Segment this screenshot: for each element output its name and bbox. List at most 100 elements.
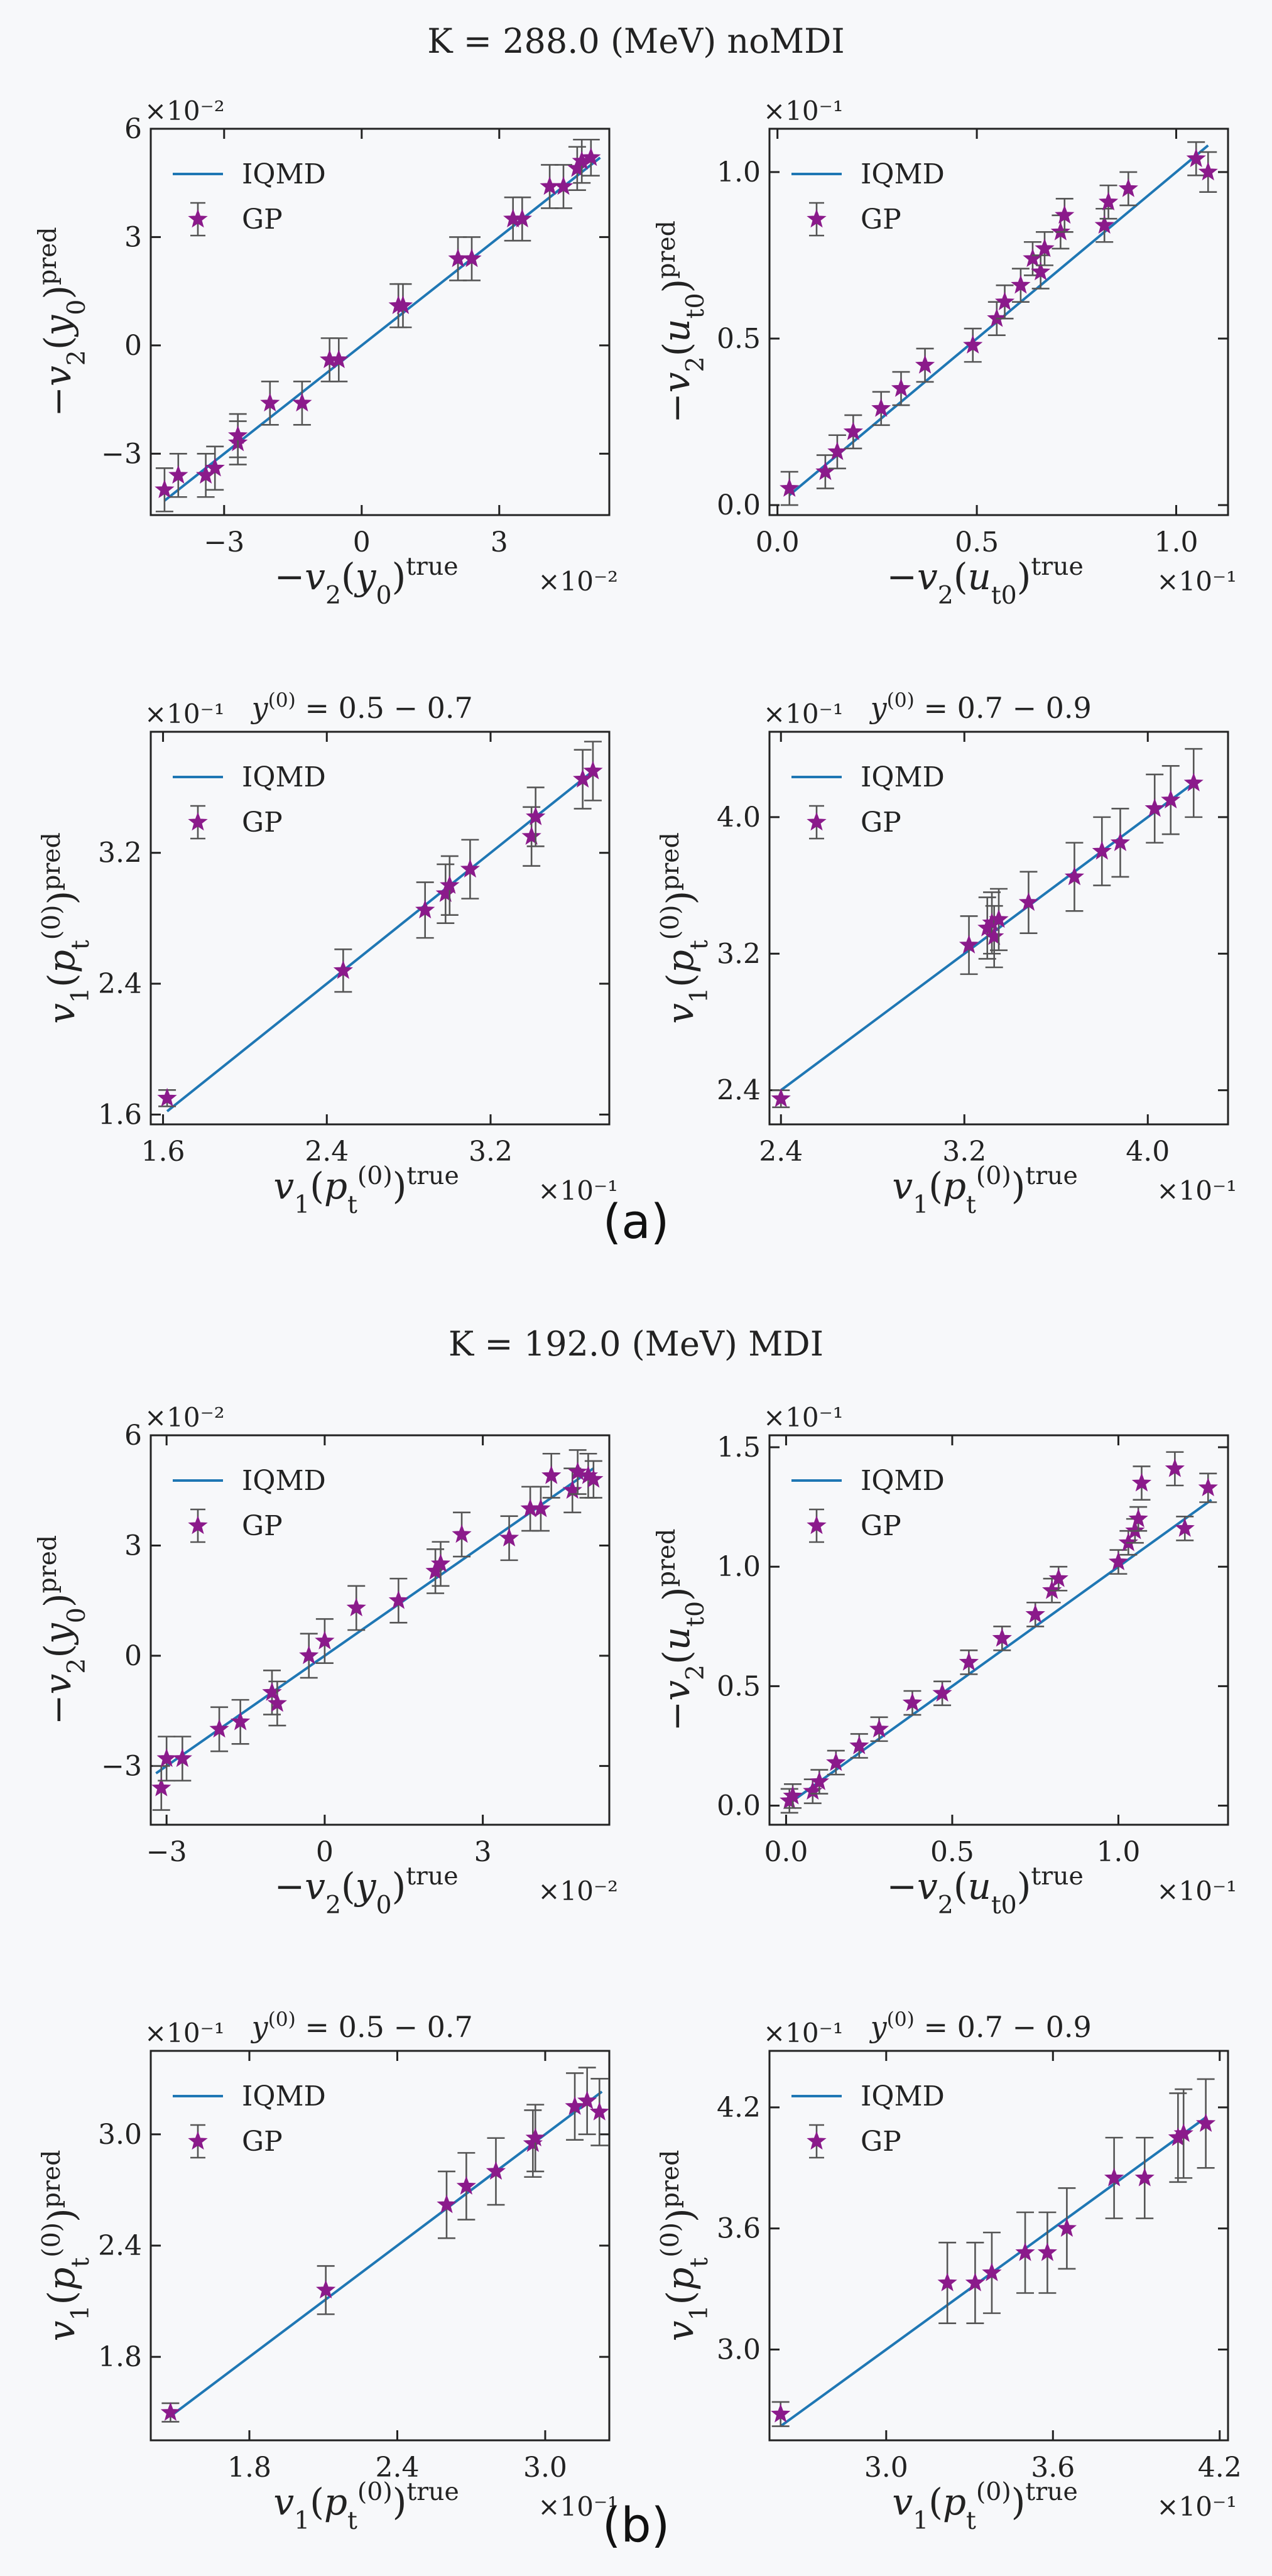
y-tick-label: 3.2 bbox=[717, 938, 761, 970]
gp-point bbox=[512, 209, 532, 227]
x-scale-label: ×10⁻¹ bbox=[538, 2491, 618, 2522]
x-axis-label: v1(pt(0))true bbox=[273, 2477, 459, 2535]
x-axis-label: v1(pt(0))true bbox=[273, 1161, 459, 1219]
y-tick-label: 3 bbox=[124, 1530, 142, 1562]
legend-gp-label: GP bbox=[861, 2126, 901, 2158]
gp-point bbox=[780, 478, 800, 497]
x-tick-label: −3 bbox=[146, 1836, 187, 1868]
gp-point bbox=[1131, 1472, 1152, 1492]
y-scale-label: ×10⁻¹ bbox=[763, 95, 844, 126]
gp-point bbox=[827, 441, 847, 460]
x-axis-label: −v2(y0)true bbox=[275, 552, 459, 610]
gp-point bbox=[553, 176, 573, 195]
plot-frame bbox=[768, 128, 1229, 516]
gp-point bbox=[333, 960, 353, 979]
gp-point bbox=[151, 1778, 171, 1796]
y-scale-label: ×10⁻¹ bbox=[763, 698, 844, 729]
x-tick-label: 4.2 bbox=[1198, 2452, 1242, 2484]
legend-iqmd-label: IQMD bbox=[242, 761, 326, 793]
x-tick-label: 3.0 bbox=[864, 2452, 908, 2484]
gp-point bbox=[1173, 2123, 1193, 2142]
x-tick-label: 0.5 bbox=[955, 526, 999, 558]
x-tick-label: 1.8 bbox=[227, 2452, 271, 2484]
plot-frame bbox=[149, 128, 611, 516]
gp-point bbox=[1037, 2242, 1058, 2261]
gp-point bbox=[843, 421, 863, 440]
gp-point bbox=[989, 909, 1009, 928]
y-tick-label: 3.0 bbox=[98, 2119, 142, 2151]
x-tick-label: 2.4 bbox=[759, 1136, 803, 1168]
gp-point bbox=[531, 1498, 551, 1518]
gp-point bbox=[849, 1736, 869, 1754]
gp-point bbox=[172, 1748, 192, 1768]
iqmd-line bbox=[155, 1467, 594, 1774]
gp-point bbox=[1094, 215, 1114, 234]
gp-point bbox=[521, 826, 541, 845]
legend-gp-label: GP bbox=[861, 807, 901, 839]
gp-point bbox=[783, 1785, 803, 1805]
gp-point bbox=[160, 2402, 181, 2421]
y-tick-label: 3.2 bbox=[98, 837, 142, 869]
gp-point bbox=[440, 875, 460, 894]
gp-point bbox=[1118, 178, 1138, 197]
gp-point bbox=[157, 1087, 177, 1107]
y-tick-label: 1.6 bbox=[98, 1099, 142, 1131]
y-axis-label: −v2(ut0)pred bbox=[652, 220, 710, 423]
chart-b4: 3.0 3.6 4.2 3.0 3.6 4.2 ×10⁻¹ ×10⁻¹ y(0) = 0.7 −… bbox=[656, 2008, 1242, 2535]
plot-frame bbox=[768, 1434, 1229, 1826]
gp-point bbox=[1175, 1518, 1195, 1537]
x-scale-label: ×10⁻¹ bbox=[1156, 1876, 1237, 1906]
gp-point bbox=[937, 2272, 957, 2291]
x-tick-label: 1.0 bbox=[1154, 526, 1198, 558]
x-tick-label: 4.0 bbox=[1126, 1136, 1170, 1168]
y-tick-label: 3.0 bbox=[717, 2334, 761, 2366]
x-axis-label: v1(pt(0))true bbox=[892, 2477, 1077, 2535]
y-scale-label: ×10⁻¹ bbox=[763, 1402, 844, 1433]
y-scale-label: ×10⁻¹ bbox=[763, 2018, 844, 2048]
legend-iqmd-label: IQMD bbox=[242, 158, 326, 190]
chart-a1: −3 0 3−3036×10⁻²×10⁻²−v2(y0)true−v2(y0)pre… bbox=[33, 95, 618, 610]
gp-point bbox=[346, 1597, 366, 1617]
gp-point bbox=[209, 1719, 229, 1738]
gp-point bbox=[959, 1651, 979, 1671]
y-tick-label: 1.0 bbox=[717, 156, 761, 188]
y-tick-label: 2.4 bbox=[98, 2230, 142, 2262]
x-scale-label: ×10⁻¹ bbox=[1156, 1175, 1237, 1206]
x-tick-label: 3 bbox=[491, 526, 508, 558]
y-scale-label: ×10⁻² bbox=[144, 95, 225, 126]
chart-b2: 0.0 0.5 1.00.00.51.01.5×10⁻¹×10⁻¹−v2(ut0)t… bbox=[652, 1402, 1237, 1920]
y-axis-label: −v2(y0)pred bbox=[33, 227, 91, 416]
gp-point bbox=[565, 2096, 585, 2115]
gp-point bbox=[456, 2176, 476, 2195]
gp-point bbox=[430, 1553, 451, 1573]
gp-point bbox=[1104, 2167, 1124, 2187]
gp-point bbox=[1128, 1508, 1148, 1528]
y-axis-label: −v2(y0)pred bbox=[33, 1535, 91, 1725]
gp-point bbox=[437, 2194, 457, 2214]
y-tick-label: 2.4 bbox=[717, 1075, 761, 1107]
gp-point bbox=[568, 1462, 588, 1481]
gp-point bbox=[329, 349, 349, 369]
y-tick-label: 2.4 bbox=[98, 968, 142, 1000]
gp-point bbox=[1025, 1604, 1045, 1623]
y-tick-label: 0 bbox=[124, 1640, 142, 1672]
legend-gp-label: GP bbox=[242, 807, 283, 839]
gp-point bbox=[388, 1590, 408, 1609]
legend-iqmd-label: IQMD bbox=[861, 1465, 945, 1497]
gp-point bbox=[460, 859, 481, 878]
legend-iqmd-label: IQMD bbox=[861, 761, 945, 793]
x-tick-label: 1.0 bbox=[1096, 1836, 1140, 1868]
y-scale-label: ×10⁻¹ bbox=[144, 698, 225, 729]
gp-point bbox=[452, 1524, 472, 1543]
y-tick-label: 1.0 bbox=[717, 1551, 761, 1583]
iqmd-line bbox=[166, 769, 594, 1112]
x-scale-label: ×10⁻² bbox=[538, 566, 618, 597]
legend-gp-label: GP bbox=[242, 1510, 283, 1542]
gp-point bbox=[826, 1752, 846, 1771]
x-tick-label: 0.0 bbox=[764, 1836, 808, 1868]
x-tick-label: 3 bbox=[474, 1836, 492, 1868]
x-axis-label: −v2(y0)true bbox=[275, 1862, 459, 1920]
legend-iqmd-label: IQMD bbox=[242, 1465, 326, 1497]
x-scale-label: ×10⁻¹ bbox=[538, 1175, 618, 1206]
